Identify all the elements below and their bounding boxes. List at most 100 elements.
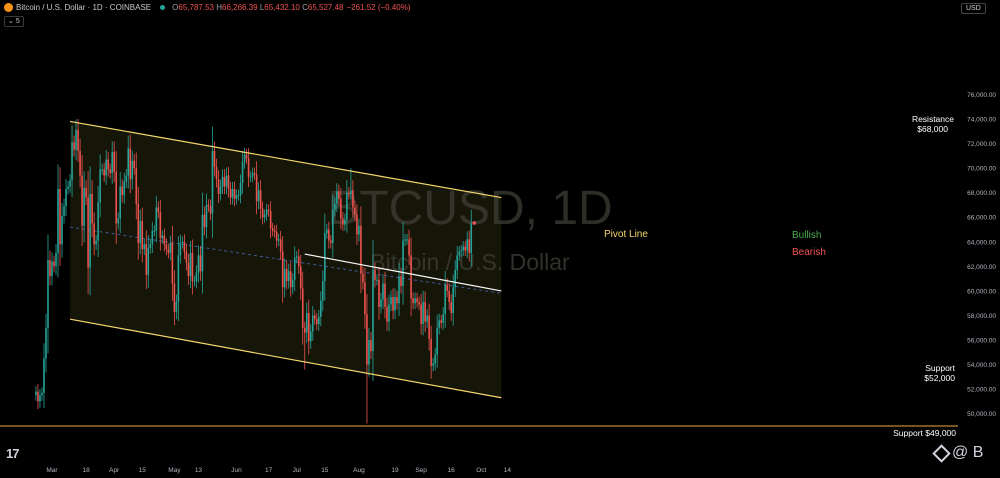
candle-body[interactable]	[131, 160, 134, 180]
candle-body[interactable]	[229, 188, 232, 198]
currency-selector[interactable]: USD	[961, 3, 986, 14]
candle-body[interactable]	[83, 187, 85, 226]
candle-body[interactable]	[251, 173, 254, 177]
candle-body[interactable]	[197, 255, 200, 273]
candle-body[interactable]	[77, 130, 79, 151]
candle-body[interactable]	[287, 271, 290, 282]
candle-body[interactable]	[163, 235, 166, 245]
candle-body[interactable]	[113, 152, 115, 172]
candle-body[interactable]	[328, 229, 330, 241]
candle-body[interactable]	[452, 287, 454, 314]
candle-body[interactable]	[295, 256, 298, 258]
candle-body[interactable]	[243, 154, 246, 162]
candle-body[interactable]	[253, 173, 256, 175]
candle-body[interactable]	[366, 314, 368, 365]
candle-body[interactable]	[199, 255, 202, 272]
candle-body[interactable]	[364, 282, 366, 315]
candle-body[interactable]	[382, 283, 384, 300]
candle-body[interactable]	[275, 231, 278, 241]
candle-body[interactable]	[85, 187, 87, 198]
candle-body[interactable]	[67, 186, 69, 189]
candle-body[interactable]	[418, 301, 420, 305]
candle-body[interactable]	[175, 301, 178, 312]
candle-body[interactable]	[340, 198, 342, 219]
candle-body[interactable]	[183, 241, 186, 252]
candle-body[interactable]	[468, 239, 471, 253]
candle-body[interactable]	[155, 207, 158, 231]
candle-body[interactable]	[384, 283, 386, 307]
candle-body[interactable]	[93, 223, 95, 245]
candle-body[interactable]	[151, 230, 154, 245]
candle-body[interactable]	[63, 206, 65, 217]
candle-body[interactable]	[181, 241, 184, 244]
candle-body[interactable]	[352, 190, 354, 208]
candle-body[interactable]	[89, 193, 91, 268]
price-axis[interactable]: 50,000.00 52,000.00 54,000.00 56,000.00 58,0…	[967, 92, 996, 418]
candle-body[interactable]	[446, 284, 448, 291]
candle-body[interactable]	[95, 240, 97, 245]
candle-body[interactable]	[139, 220, 142, 244]
support-channel-line[interactable]	[69, 318, 502, 399]
candle-body[interactable]	[119, 186, 122, 219]
candle-body[interactable]	[281, 251, 284, 288]
candle-body[interactable]	[470, 223, 473, 253]
candle-body[interactable]	[61, 216, 63, 245]
candle-body[interactable]	[217, 179, 220, 194]
candle-body[interactable]	[362, 273, 364, 283]
candle-body[interactable]	[422, 301, 424, 325]
candle-body[interactable]	[103, 169, 105, 176]
candle-body[interactable]	[149, 244, 152, 248]
candle-body[interactable]	[301, 288, 304, 328]
candle-body[interactable]	[277, 239, 280, 241]
indicators-toggle[interactable]: ⌄ 5	[4, 16, 24, 27]
candle-body[interactable]	[313, 315, 316, 320]
candle-body[interactable]	[440, 320, 442, 323]
candle-body[interactable]	[464, 246, 467, 251]
candle-body[interactable]	[193, 281, 196, 283]
candle-body[interactable]	[185, 251, 188, 263]
candle-body[interactable]	[350, 190, 352, 194]
candle-body[interactable]	[71, 142, 73, 181]
candle-body[interactable]	[400, 276, 402, 287]
candle-body[interactable]	[279, 239, 282, 252]
candle-body[interactable]	[249, 176, 252, 178]
candle-body[interactable]	[207, 204, 210, 207]
candle-body[interactable]	[442, 314, 444, 323]
candle-body[interactable]	[109, 169, 111, 174]
candle-body[interactable]	[107, 159, 109, 170]
candle-body[interactable]	[231, 188, 234, 198]
candle-body[interactable]	[133, 160, 136, 169]
candle-body[interactable]	[205, 204, 208, 228]
candle-body[interactable]	[265, 209, 268, 215]
candle-body[interactable]	[462, 246, 465, 251]
candle-body[interactable]	[37, 391, 39, 402]
candle-body[interactable]	[219, 186, 222, 194]
candle-body[interactable]	[408, 239, 410, 256]
candle-body[interactable]	[299, 266, 302, 289]
candle-body[interactable]	[167, 249, 170, 253]
candle-body[interactable]	[348, 192, 350, 194]
candle-body[interactable]	[213, 150, 216, 167]
candle-body[interactable]	[293, 257, 296, 280]
candle-body[interactable]	[239, 182, 242, 196]
candle-body[interactable]	[233, 188, 236, 199]
candle-body[interactable]	[424, 301, 426, 322]
candle-body[interactable]	[57, 188, 59, 253]
candle-body[interactable]	[354, 207, 356, 215]
candle-body[interactable]	[121, 186, 124, 196]
candle-body[interactable]	[356, 214, 358, 235]
candle-body[interactable]	[247, 158, 250, 177]
candle-body[interactable]	[297, 256, 300, 267]
candle-body[interactable]	[195, 272, 198, 282]
candle-body[interactable]	[65, 188, 67, 207]
candle-body[interactable]	[378, 279, 380, 307]
candle-body[interactable]	[257, 190, 260, 202]
candle-body[interactable]	[444, 284, 446, 315]
candle-body[interactable]	[55, 252, 57, 267]
candle-body[interactable]	[372, 270, 374, 352]
candle-body[interactable]	[380, 299, 382, 307]
candle-body[interactable]	[91, 193, 93, 224]
candle-body[interactable]	[370, 340, 372, 352]
resistance-channel-line[interactable]	[69, 120, 502, 199]
